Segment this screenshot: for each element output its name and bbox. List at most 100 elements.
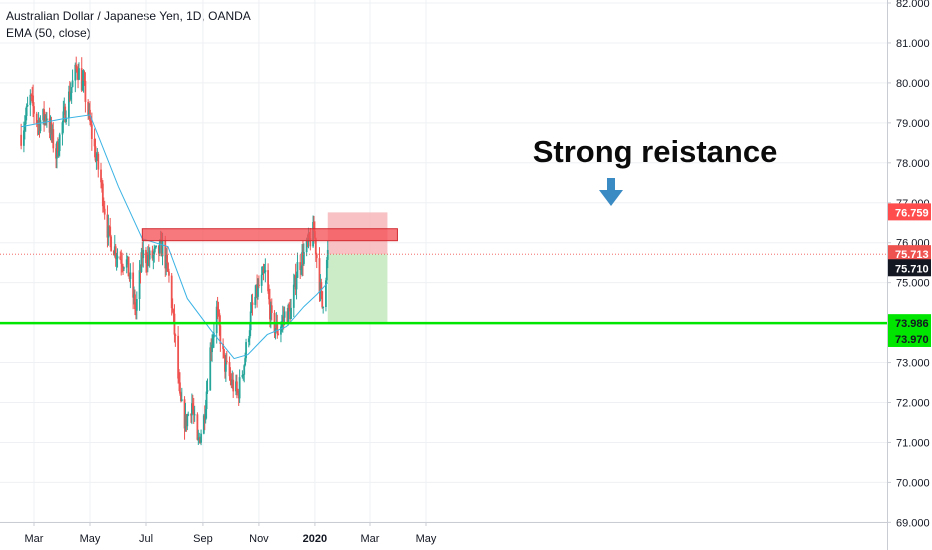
candle <box>190 413 192 423</box>
candle <box>254 285 257 309</box>
candle <box>84 72 87 113</box>
y-tick-label: 78.000 <box>896 158 930 170</box>
candle <box>32 84 34 118</box>
candle-body <box>101 183 104 207</box>
candle <box>133 286 135 305</box>
candle-body <box>262 269 265 273</box>
candle-body <box>184 414 187 429</box>
candle-body <box>283 311 286 318</box>
candle <box>237 388 240 406</box>
candle-body <box>116 256 119 259</box>
candle <box>247 335 250 348</box>
candle <box>157 245 160 262</box>
candle <box>95 152 98 170</box>
candle <box>179 372 181 396</box>
candle-body <box>63 106 66 112</box>
candle <box>300 265 303 275</box>
candle-body <box>315 254 318 259</box>
candle <box>211 334 213 362</box>
candle-body <box>133 294 135 298</box>
candle-body <box>224 355 226 372</box>
candle <box>172 309 175 322</box>
candle <box>178 369 180 392</box>
candle <box>129 263 132 289</box>
candle-body <box>90 124 93 139</box>
candle-body <box>33 106 35 114</box>
candle <box>80 57 83 93</box>
candle <box>76 66 79 80</box>
candle-body <box>49 122 52 133</box>
candle <box>314 237 317 262</box>
candle-body <box>160 239 163 257</box>
candle-body <box>199 437 202 443</box>
candle <box>67 85 70 127</box>
candle-body <box>187 414 190 416</box>
candle <box>277 330 280 336</box>
candle <box>263 263 266 274</box>
candle <box>94 138 97 163</box>
candle <box>38 117 41 138</box>
candle-body <box>228 362 231 377</box>
y-tick-label: 75.000 <box>896 278 930 290</box>
support-low-badge-text: 73.970 <box>895 334 929 346</box>
support-badge-text: 73.986 <box>895 318 929 330</box>
candle-body <box>167 263 169 272</box>
candle <box>39 115 42 134</box>
current-price-badge: 75.713 <box>888 245 931 263</box>
candle-body <box>222 343 225 350</box>
candle-body <box>38 120 41 131</box>
candle-body <box>145 249 147 264</box>
candle <box>184 402 187 432</box>
candle <box>119 251 122 261</box>
candle <box>116 248 119 268</box>
candle-body <box>210 347 213 353</box>
candle <box>77 63 79 89</box>
candle-body <box>138 270 141 299</box>
candle <box>251 293 254 316</box>
candle-body <box>58 134 61 152</box>
candle-body <box>140 252 143 273</box>
candle <box>70 87 73 104</box>
candle-body <box>320 282 323 292</box>
candle <box>56 140 58 169</box>
candle <box>205 380 208 419</box>
candle <box>245 338 247 362</box>
candle-body <box>101 182 103 184</box>
candle-body <box>51 129 54 135</box>
stop-loss-badge-fill-text: 76.759 <box>895 207 929 219</box>
candle-body <box>70 87 73 93</box>
candle <box>71 69 74 88</box>
candle-body <box>95 158 98 161</box>
candle-body <box>113 246 116 256</box>
candle <box>146 246 149 273</box>
candle <box>57 139 60 159</box>
candle-body <box>254 296 257 305</box>
candle-body <box>90 121 92 125</box>
candle-body <box>107 225 110 238</box>
candle <box>200 429 202 446</box>
candle <box>170 272 173 316</box>
candle <box>286 307 289 324</box>
candle-body <box>75 64 78 69</box>
candle-body <box>129 272 132 279</box>
candle <box>256 274 258 308</box>
candle <box>225 350 228 365</box>
candle-body <box>147 254 150 260</box>
candle-body <box>251 302 254 305</box>
candle <box>62 100 65 133</box>
candle-body <box>178 378 180 383</box>
candle-body <box>56 142 58 159</box>
candle-body <box>80 68 83 91</box>
support-badge-bg <box>888 314 931 332</box>
candle-body <box>97 153 100 170</box>
candle <box>121 252 124 273</box>
candle <box>268 284 270 305</box>
candle <box>48 107 51 139</box>
candle <box>294 263 297 296</box>
candle-body <box>77 73 79 80</box>
candle-body <box>277 333 280 335</box>
x-tick-label: Nov <box>249 533 269 545</box>
support-low-badge-bg <box>888 329 931 347</box>
candle <box>127 256 130 277</box>
